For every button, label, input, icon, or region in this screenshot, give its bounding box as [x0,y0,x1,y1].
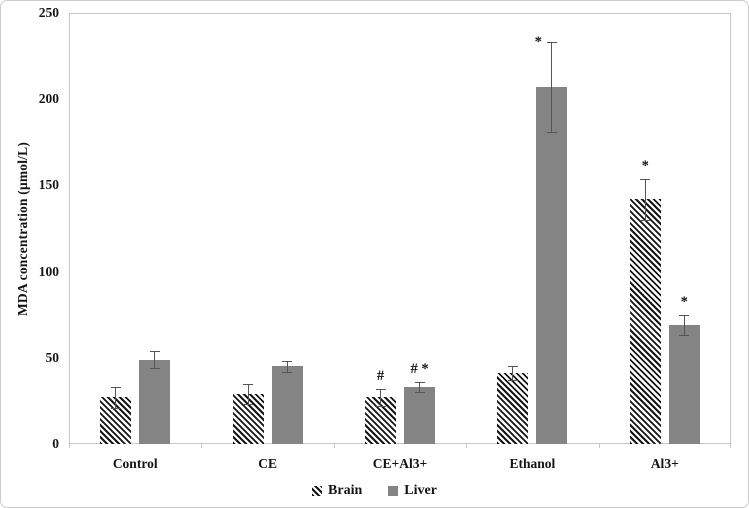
bar-liver-control [139,359,171,444]
error-cap-top [243,383,254,385]
legend: Brain Liver [1,483,748,499]
significance-marker: * [641,157,649,174]
significance-marker: * [680,293,688,310]
legend-item-liver: Liver [388,483,437,499]
y-tick-label-200: 200 [38,91,59,107]
x-tick-mark [466,444,468,448]
x-tick-mark [730,444,731,448]
x-axis-label-al3: Al3+ [650,456,679,471]
error-cap-top [640,178,651,180]
x-tick-mark [201,444,203,448]
significance-marker: # * [410,360,429,377]
legend-swatch-liver [388,486,399,496]
error-bar-liver-ce [286,361,288,372]
plot-area [69,13,731,444]
y-tick-label-250: 250 [38,5,59,20]
y-tick-label-50: 50 [45,349,60,365]
x-axis-label-ethanol: Ethanol [509,456,556,471]
error-bar-brain-control [115,387,117,408]
x-tick-mark [333,444,335,448]
error-cap-top [149,350,160,352]
error-cap-bottom [243,404,254,406]
bar-liver-ce [271,366,303,444]
y-axis-title-wrap: MDA concentration (μmol/L) [7,13,39,444]
error-cap-bottom [110,407,121,409]
x-axis-label-control: Control [112,456,158,471]
error-bar-brain-ce-al3 [380,388,381,407]
y-tick-label-0: 0 [52,436,59,451]
bar-brain-ethanol [497,373,529,444]
error-bar-liver-control [154,350,156,369]
error-cap-top [375,388,386,390]
error-bar-brain-ethanol [512,366,514,381]
error-bar-liver-ethanol [551,42,553,132]
error-cap-bottom [282,371,293,373]
legend-label-brain: Brain [328,483,363,498]
error-cap-top [546,42,557,44]
y-axis-title: MDA concentration (μmol/L) [15,141,31,316]
significance-marker: * [534,34,542,51]
bar-liver-ethanol [536,87,568,444]
error-cap-bottom [149,368,160,370]
x-tick-mark [598,444,600,448]
error-cap-top [507,366,518,368]
error-cap-top [679,314,690,316]
error-cap-top [110,387,121,389]
legend-swatch-brain [312,486,323,496]
y-tick-label-100: 100 [38,263,59,279]
error-cap-bottom [640,219,651,221]
error-cap-bottom [679,335,690,337]
error-cap-bottom [375,406,386,408]
error-cap-top [282,361,293,363]
bar-liver-ce-al3 [404,387,435,444]
error-bar-brain-ce [247,383,249,405]
error-bar-brain-al3 [644,178,646,220]
y-tick-label-150: 150 [38,177,59,193]
x-axis-label-ce-al3: CE+Al3+ [372,456,428,471]
legend-label-liver: Liver [404,483,437,498]
x-tick-mark [69,444,70,448]
bar-brain-al3 [629,199,661,444]
error-cap-top [414,381,425,383]
error-bar-liver-al3 [683,314,685,336]
significance-marker: # [376,367,385,384]
x-axis-label-ce: CE [258,456,277,471]
legend-item-brain: Brain [312,483,362,499]
bar-liver-al3 [668,325,700,444]
error-cap-bottom [507,380,518,382]
error-cap-bottom [546,131,557,133]
error-bar-liver-ce-al3 [419,381,420,393]
error-cap-bottom [414,392,425,394]
